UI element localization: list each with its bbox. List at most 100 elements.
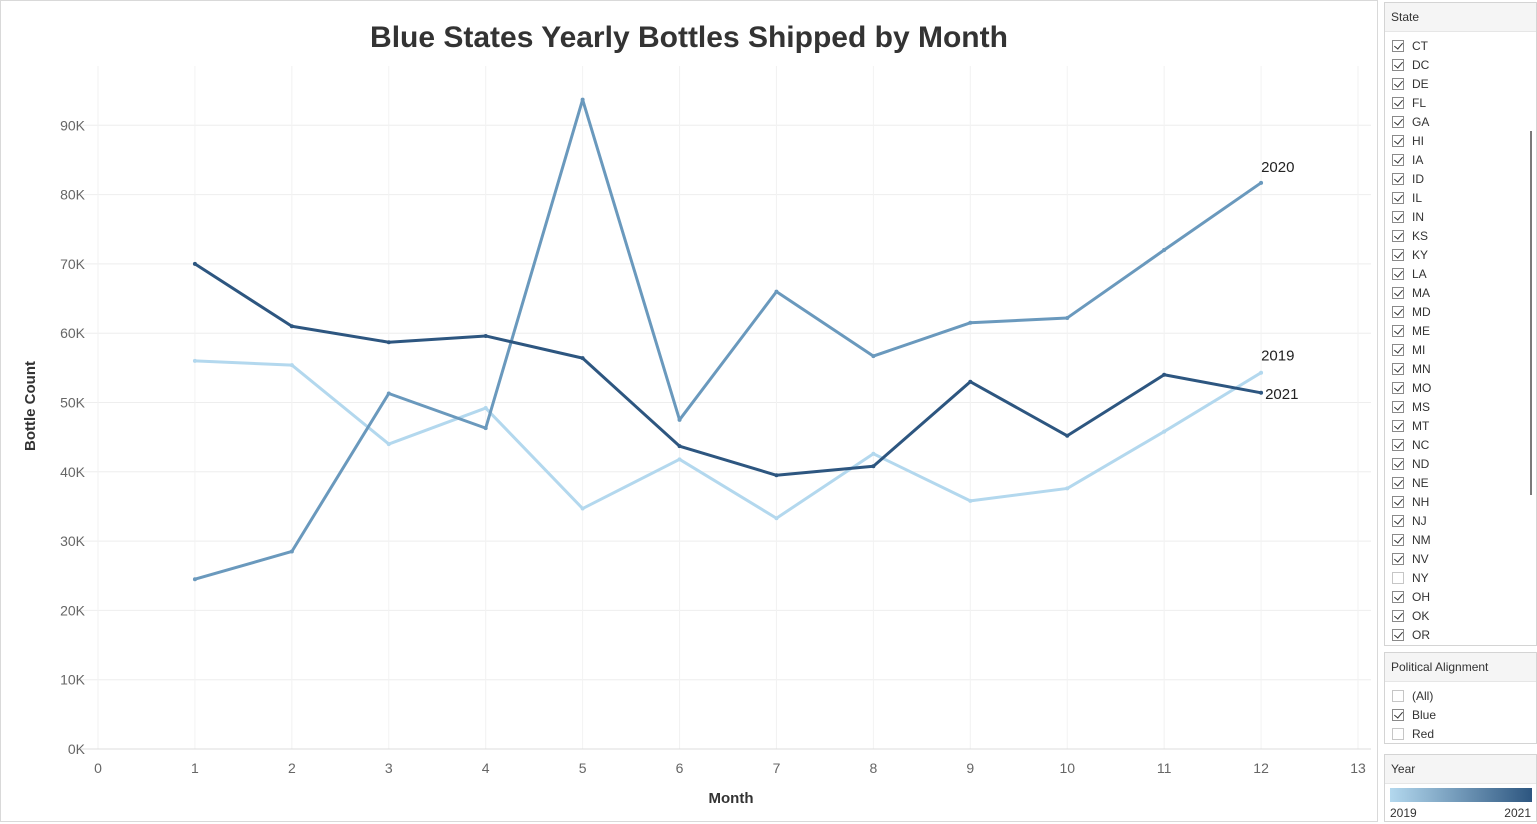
data-point-2021[interactable]	[386, 340, 391, 345]
data-point-2020[interactable]	[1259, 180, 1264, 185]
state-filter-item[interactable]: MN	[1385, 359, 1536, 378]
checkbox[interactable]	[1392, 58, 1404, 71]
checkbox[interactable]	[1392, 153, 1404, 166]
checkbox[interactable]	[1392, 419, 1404, 432]
checkbox[interactable]	[1392, 552, 1404, 565]
data-point-2021[interactable]	[968, 379, 973, 384]
checkbox[interactable]	[1392, 590, 1404, 603]
data-point-2021[interactable]	[871, 464, 876, 469]
checkbox[interactable]	[1392, 628, 1404, 641]
state-filter-item[interactable]: NJ	[1385, 511, 1536, 530]
data-point-2019[interactable]	[1065, 486, 1070, 491]
state-filter-item[interactable]: NE	[1385, 473, 1536, 492]
state-filter-item[interactable]: DC	[1385, 55, 1536, 74]
checkbox[interactable]	[1392, 172, 1404, 185]
state-filter-item[interactable]: MS	[1385, 397, 1536, 416]
checkbox[interactable]	[1392, 609, 1404, 622]
checkbox[interactable]	[1392, 134, 1404, 147]
data-point-2019[interactable]	[677, 457, 682, 462]
state-filter-item[interactable]: OR	[1385, 625, 1536, 644]
checkbox[interactable]	[1392, 727, 1404, 740]
state-filter-item[interactable]: ID	[1385, 169, 1536, 188]
state-filter-item[interactable]: LA	[1385, 264, 1536, 283]
checkbox[interactable]	[1392, 39, 1404, 52]
political-alignment-filter-item[interactable]: (All)	[1385, 686, 1536, 705]
state-filter-item[interactable]: NV	[1385, 549, 1536, 568]
checkbox[interactable]	[1392, 533, 1404, 546]
data-point-2021[interactable]	[289, 324, 294, 329]
state-filter-item[interactable]: ND	[1385, 454, 1536, 473]
data-point-2021[interactable]	[483, 333, 488, 338]
political-alignment-filter-item[interactable]: Red	[1385, 724, 1536, 743]
data-point-2020[interactable]	[677, 417, 682, 422]
series-line-2020[interactable]	[193, 98, 1263, 581]
state-filter-item[interactable]: HI	[1385, 131, 1536, 150]
data-point-2019[interactable]	[386, 442, 391, 447]
state-filter-item[interactable]: OK	[1385, 606, 1536, 625]
state-filter-item[interactable]: GA	[1385, 112, 1536, 131]
state-filter-item[interactable]: KY	[1385, 245, 1536, 264]
state-filter-item[interactable]: FL	[1385, 93, 1536, 112]
checkbox[interactable]	[1392, 571, 1404, 584]
data-point-2021[interactable]	[1162, 372, 1167, 377]
checkbox[interactable]	[1392, 381, 1404, 394]
data-point-2019[interactable]	[289, 363, 294, 368]
checkbox[interactable]	[1392, 457, 1404, 470]
state-filter-item[interactable]: NH	[1385, 492, 1536, 511]
data-point-2019[interactable]	[483, 406, 488, 411]
data-point-2019[interactable]	[774, 516, 779, 521]
checkbox[interactable]	[1392, 438, 1404, 451]
data-point-2019[interactable]	[192, 358, 197, 363]
data-point-2021[interactable]	[580, 356, 585, 361]
data-point-2020[interactable]	[289, 549, 294, 554]
data-point-2019[interactable]	[1162, 429, 1167, 434]
checkbox[interactable]	[1392, 191, 1404, 204]
state-filter-item[interactable]: DE	[1385, 74, 1536, 93]
data-point-2020[interactable]	[192, 577, 197, 582]
data-point-2019[interactable]	[580, 506, 585, 511]
state-filter-item[interactable]: KS	[1385, 226, 1536, 245]
state-filter-item[interactable]: MO	[1385, 378, 1536, 397]
checkbox[interactable]	[1392, 514, 1404, 527]
data-point-2021[interactable]	[1065, 433, 1070, 438]
political-alignment-filter-item[interactable]: Blue	[1385, 705, 1536, 724]
state-filter-item[interactable]: MA	[1385, 283, 1536, 302]
state-filter-item[interactable]: NY	[1385, 568, 1536, 587]
data-point-2020[interactable]	[580, 97, 585, 102]
data-point-2020[interactable]	[386, 391, 391, 396]
data-point-2020[interactable]	[1162, 248, 1167, 253]
state-filter-item[interactable]: IL	[1385, 188, 1536, 207]
data-point-2019[interactable]	[1259, 370, 1264, 375]
data-point-2021[interactable]	[1259, 390, 1264, 395]
data-point-2021[interactable]	[677, 444, 682, 449]
data-point-2020[interactable]	[968, 320, 973, 325]
checkbox[interactable]	[1392, 689, 1404, 702]
checkbox[interactable]	[1392, 708, 1404, 721]
state-filter-item[interactable]: MT	[1385, 416, 1536, 435]
state-filter-item[interactable]: MI	[1385, 340, 1536, 359]
checkbox[interactable]	[1392, 248, 1404, 261]
checkbox[interactable]	[1392, 96, 1404, 109]
data-point-2020[interactable]	[774, 289, 779, 294]
data-point-2019[interactable]	[968, 498, 973, 503]
state-filter-item[interactable]: NC	[1385, 435, 1536, 454]
checkbox[interactable]	[1392, 495, 1404, 508]
checkbox[interactable]	[1392, 115, 1404, 128]
state-filter-item[interactable]: IN	[1385, 207, 1536, 226]
checkbox[interactable]	[1392, 343, 1404, 356]
checkbox[interactable]	[1392, 305, 1404, 318]
checkbox[interactable]	[1392, 400, 1404, 413]
checkbox[interactable]	[1392, 476, 1404, 489]
data-point-2020[interactable]	[1065, 315, 1070, 320]
data-point-2020[interactable]	[871, 354, 876, 359]
checkbox[interactable]	[1392, 77, 1404, 90]
checkbox[interactable]	[1392, 229, 1404, 242]
series-line-2021[interactable]	[193, 262, 1263, 477]
state-filter-item[interactable]: OH	[1385, 587, 1536, 606]
state-list-scrollbar[interactable]	[1530, 131, 1532, 495]
state-filter-item[interactable]: CT	[1385, 36, 1536, 55]
checkbox[interactable]	[1392, 324, 1404, 337]
state-filter-item[interactable]: MD	[1385, 302, 1536, 321]
state-filter-item[interactable]: IA	[1385, 150, 1536, 169]
checkbox[interactable]	[1392, 210, 1404, 223]
